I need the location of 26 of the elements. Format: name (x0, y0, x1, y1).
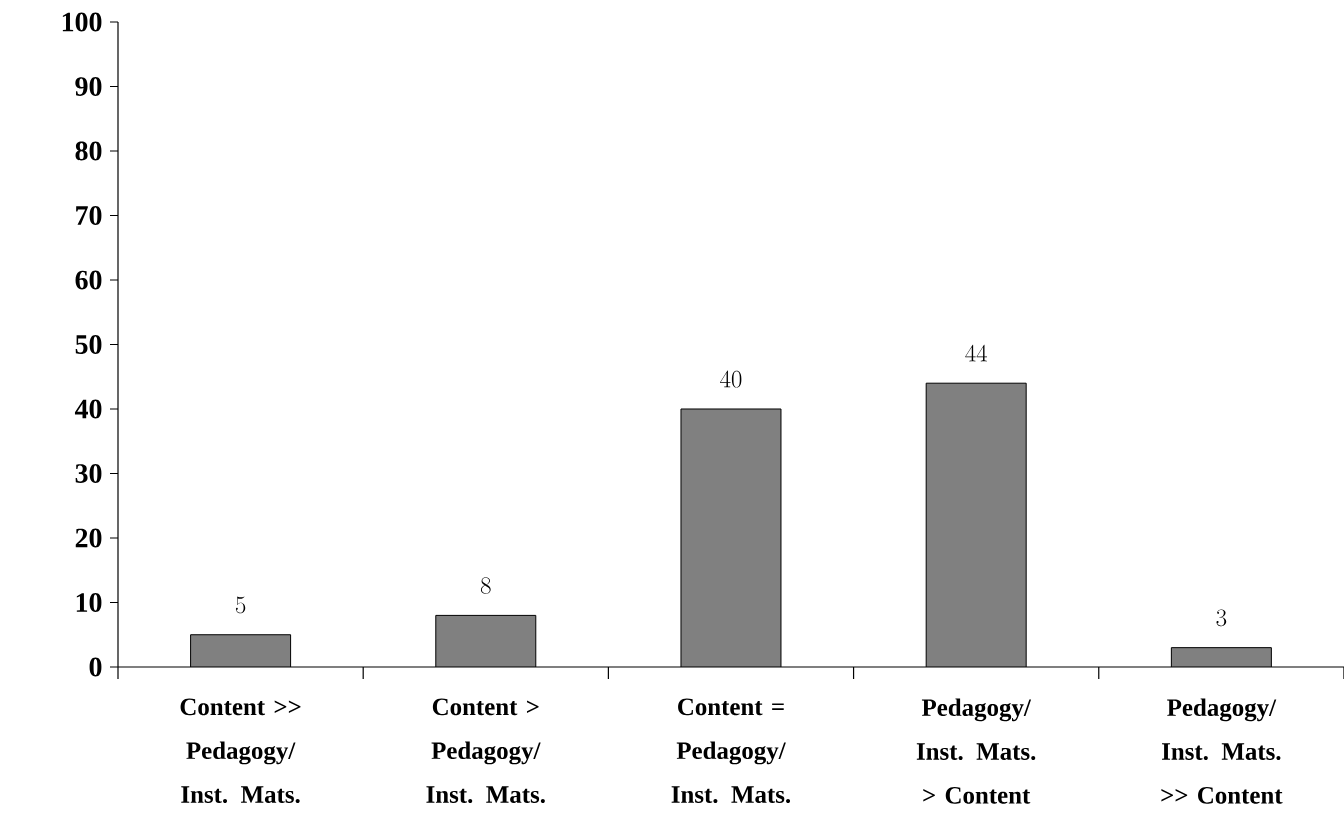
data-label: 3 (1216, 609, 1227, 627)
data-label: 40 (720, 370, 742, 388)
y-tick-label: 80 (75, 141, 102, 161)
data-label: 5 (235, 596, 246, 614)
y-tick-label: 0 (89, 657, 102, 677)
x-tick-label: Content >> Pedagogy/ Inst. Mats. (180, 698, 301, 804)
x-tick-label: Pedagogy/ Inst. Mats. > Content (916, 698, 1036, 804)
y-tick-label: 100 (62, 12, 102, 32)
y-tick-label: 30 (75, 464, 102, 483)
x-tick-label: Content > Pedagogy/ Inst. Mats. (426, 698, 545, 804)
bar (926, 383, 1027, 667)
bar (435, 615, 536, 667)
x-tick-label: Pedagogy/ Inst. Mats. >> Content (1161, 698, 1283, 804)
data-label: 8 (480, 577, 491, 594)
y-tick-label: 70 (76, 206, 102, 225)
y-tick-label: 50 (75, 335, 102, 354)
bar (680, 409, 781, 667)
y-tick-label: 40 (74, 399, 102, 419)
bar (190, 634, 291, 667)
x-tick-label: Content = Pedagogy/ Inst. Mats. (671, 698, 791, 804)
y-tick-label: 60 (75, 270, 102, 290)
y-tick-label: 20 (75, 528, 102, 548)
y-tick-label: 10 (76, 593, 102, 612)
y-tick-label: 90 (75, 77, 102, 96)
data-label: 44 (965, 344, 988, 362)
bar (1170, 647, 1272, 667)
